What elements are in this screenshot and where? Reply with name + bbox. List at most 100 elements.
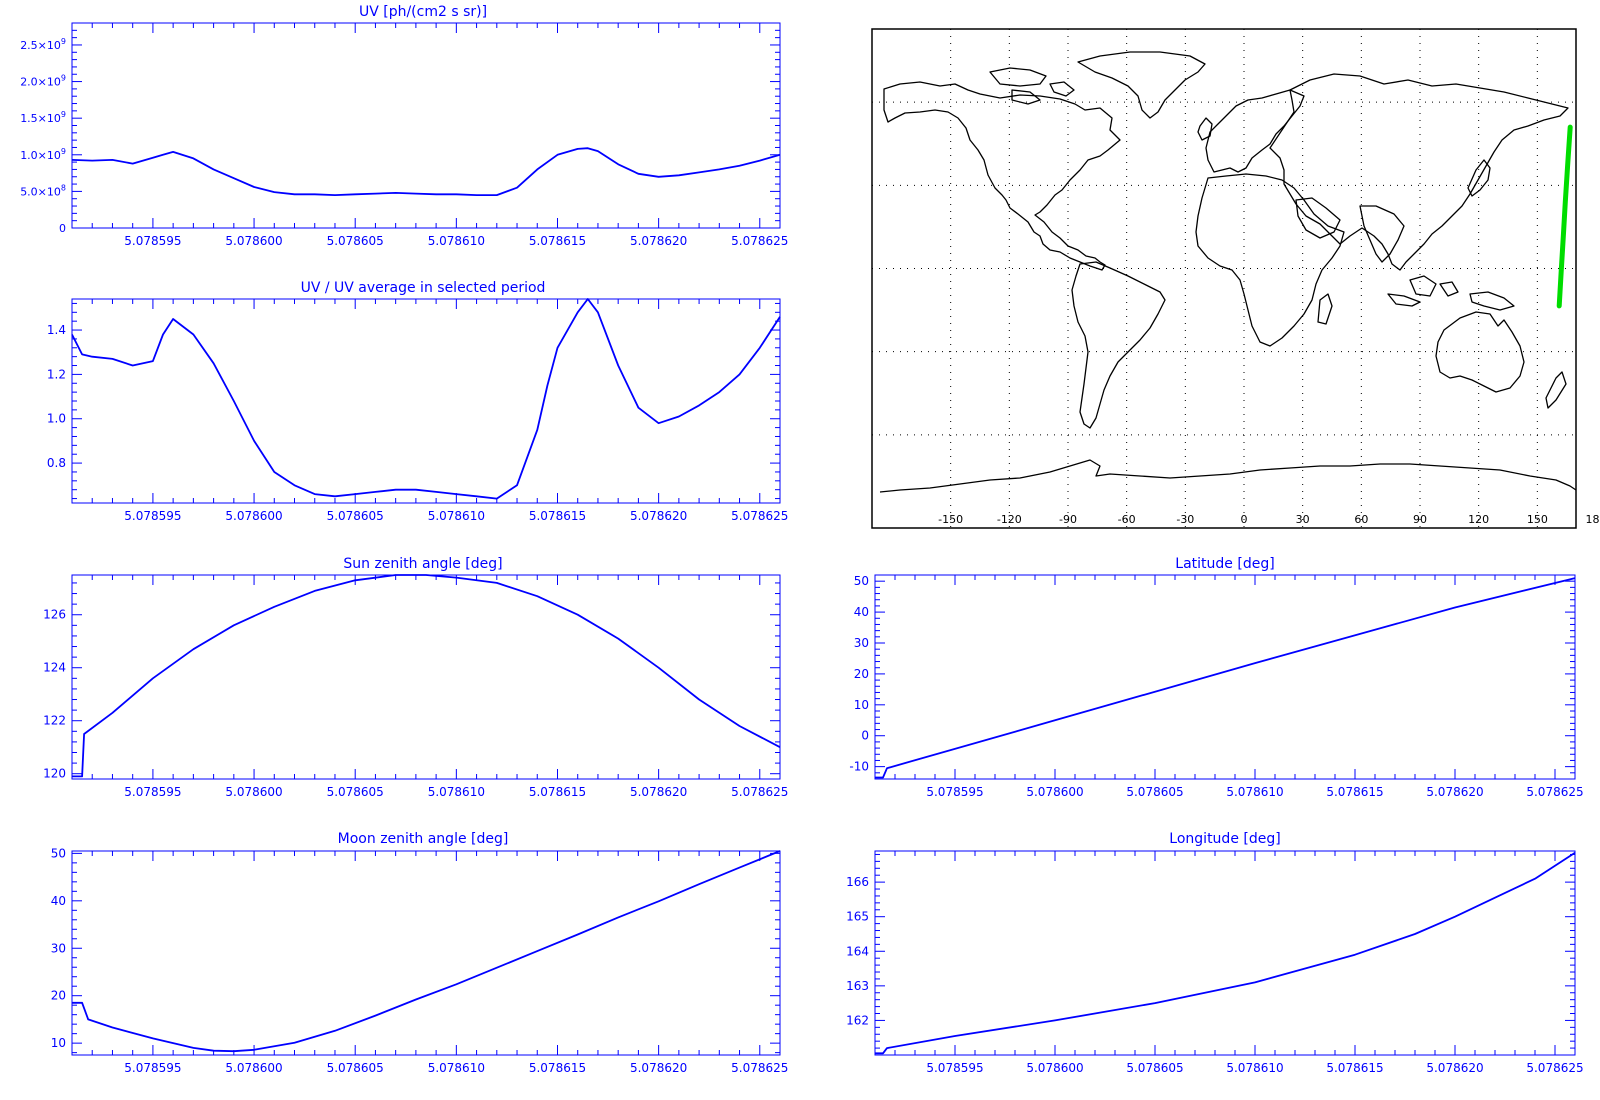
region-arabian-peninsula <box>1295 197 1341 239</box>
x-tick-label: 5.078605 <box>1126 1061 1183 1075</box>
y-tick-label: 10 <box>51 1036 66 1050</box>
x-tick-label: 5.078595 <box>124 234 181 248</box>
longitude-label: -30 <box>1176 513 1194 526</box>
series-line <box>72 574 781 778</box>
plot-frame <box>71 850 781 1056</box>
island-great-britain <box>1197 117 1213 141</box>
x-tick-label: 5.078610 <box>1226 785 1283 799</box>
chart-latitude: Latitude [deg] 5.078595 5.078600 5.078605 5… <box>849 556 1583 799</box>
x-tick-label: 5.078600 <box>225 1061 282 1075</box>
continent-australia <box>1435 311 1525 393</box>
chart-sun-zenith: Sun zenith angle [deg] 5.078595 5.078600 5… <box>43 556 788 799</box>
x-tick-label: 5.078615 <box>529 509 586 523</box>
longitude-label: 150 <box>1527 513 1548 526</box>
island-new-zealand <box>1545 371 1567 409</box>
chart-title: Sun zenith angle [deg] <box>343 556 502 572</box>
x-tick-label: 5.078605 <box>327 509 384 523</box>
y-tick-label: 165 <box>846 910 869 924</box>
region-india <box>1359 205 1405 263</box>
x-tick-label: 5.078605 <box>1126 785 1183 799</box>
longitude-label: 90 <box>1413 513 1427 526</box>
continent-asia <box>1269 73 1569 271</box>
y-tick-label: 122 <box>43 714 66 728</box>
y-tick-label: 120 <box>43 767 66 781</box>
chart-uv: UV [ph/(cm2 s sr)] 5.078595 5.078600 5.078… <box>20 4 788 248</box>
y-tick-label: 164 <box>846 944 869 958</box>
x-tick-label: 5.078605 <box>327 234 384 248</box>
chart-title: Longitude [deg] <box>1169 831 1280 847</box>
x-tick-label: 5.078610 <box>1226 1061 1283 1075</box>
x-tick-label: 5.078615 <box>529 234 586 248</box>
x-tick-label: 5.078625 <box>731 1061 788 1075</box>
x-tick-label: 5.078620 <box>1426 785 1483 799</box>
island-madagascar <box>1317 293 1333 325</box>
series-line <box>72 850 781 1053</box>
longitude-label: 120 <box>1468 513 1489 526</box>
y-tick-label: 1.4 <box>47 323 66 337</box>
series-line <box>875 577 1576 779</box>
y-tick-label: 10 <box>854 698 869 712</box>
x-tick-label: 5.078625 <box>1526 1061 1583 1075</box>
y-tick-label: 2.0×109 <box>20 74 66 89</box>
y-tick-label: 2.5×109 <box>20 37 66 52</box>
y-tick-label: 50 <box>854 574 869 588</box>
y-tick-label: 50 <box>51 846 66 860</box>
x-tick-label: 5.078600 <box>1026 785 1083 799</box>
x-tick-label: 5.078610 <box>428 1061 485 1075</box>
longitude-label: -120 <box>997 513 1022 526</box>
y-tick-label: 163 <box>846 979 869 993</box>
plot-frame <box>874 574 1576 780</box>
continent-africa <box>1195 173 1345 347</box>
y-tick-label: 1.2 <box>47 367 66 381</box>
longitude-label: 30 <box>1296 513 1310 526</box>
world-map: -150 -120 -90 -60 -30 0 30 60 90 120 150 180 <box>871 28 1600 529</box>
x-tick-label: 5.078595 <box>124 1061 181 1075</box>
y-tick-label: 30 <box>854 636 869 650</box>
island-new-guinea <box>1469 291 1515 311</box>
x-tick-label: 5.078620 <box>630 1061 687 1075</box>
island-japan <box>1467 159 1491 197</box>
longitude-label: 0 <box>1241 513 1248 526</box>
chart-title: Moon zenith angle [deg] <box>338 831 509 847</box>
map-satellite-track <box>1556 124 1573 309</box>
x-tick-label: 5.078615 <box>1326 1061 1383 1075</box>
chart-title: UV / UV average in selected period <box>301 280 546 296</box>
x-tick-label: 5.078605 <box>327 1061 384 1075</box>
y-tick-label: 0 <box>861 729 869 743</box>
x-tick-label: 5.078595 <box>124 509 181 523</box>
x-tick-label: 5.078625 <box>731 509 788 523</box>
longitude-label: -150 <box>938 513 963 526</box>
y-tick-label: 0.8 <box>47 456 66 470</box>
x-tick-label: 5.078610 <box>428 234 485 248</box>
y-tick-label: 1.0 <box>47 412 66 426</box>
x-tick-label: 5.078600 <box>225 509 282 523</box>
y-tick-label: 0 <box>59 222 66 235</box>
x-tick-label: 5.078615 <box>529 785 586 799</box>
island-arctic-archipelago <box>989 67 1075 105</box>
y-tick-label: 40 <box>51 894 66 908</box>
map-frame <box>871 28 1577 529</box>
y-tick-label: 126 <box>43 608 66 622</box>
x-tick-label: 5.078595 <box>926 785 983 799</box>
x-tick-label: 5.078595 <box>124 785 181 799</box>
map-coastlines <box>879 51 1577 493</box>
y-tick-label: 40 <box>854 605 869 619</box>
plot-frame <box>874 850 1576 1056</box>
x-tick-label: 5.078620 <box>630 509 687 523</box>
x-tick-label: 5.078625 <box>1526 785 1583 799</box>
y-tick-label: -10 <box>849 760 869 774</box>
continent-europe <box>1205 89 1305 173</box>
series-line <box>71 147 781 196</box>
x-tick-label: 5.078615 <box>529 1061 586 1075</box>
x-tick-label: 5.078625 <box>731 785 788 799</box>
y-tick-label: 162 <box>846 1013 869 1027</box>
chart-uv-ratio: UV / UV average in selected period 5.078… <box>47 280 788 523</box>
x-tick-label: 5.078610 <box>428 509 485 523</box>
longitude-label: 60 <box>1354 513 1368 526</box>
longitude-label: -60 <box>1118 513 1136 526</box>
chart-title: Latitude [deg] <box>1175 556 1274 572</box>
longitude-label: -90 <box>1059 513 1077 526</box>
x-tick-label: 5.078620 <box>1426 1061 1483 1075</box>
chart-moon-zenith: Moon zenith angle [deg] 5.078595 5.078600… <box>51 831 789 1075</box>
